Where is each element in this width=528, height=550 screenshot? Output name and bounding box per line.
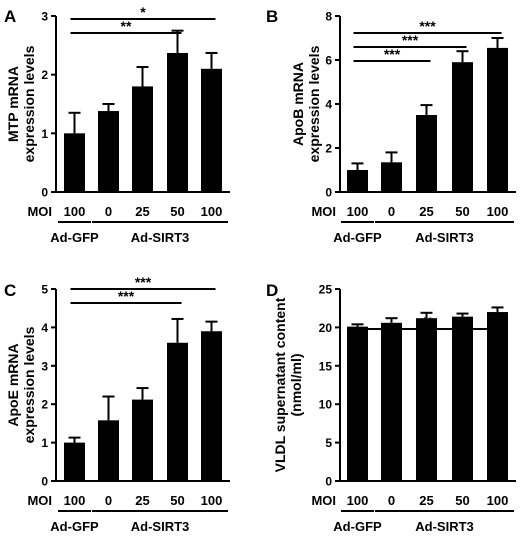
bar (98, 111, 119, 192)
group-label: Ad-GFP (333, 519, 382, 534)
significance-stars: * (140, 4, 146, 20)
y-tick-label: 1 (41, 127, 48, 141)
bar (487, 47, 508, 193)
y-tick-label: 0 (41, 475, 48, 489)
x-tick-label: 100 (347, 204, 369, 219)
y-tick-label: 0 (325, 186, 332, 200)
y-tick-label: 2 (325, 142, 332, 156)
y-tick-label: 0 (325, 475, 332, 489)
bar (487, 312, 508, 481)
y-tick-label: 20 (319, 321, 333, 335)
x-tick-label: 0 (388, 493, 395, 508)
x-tick-label: 50 (455, 493, 469, 508)
y-tick-label: 3 (41, 10, 48, 24)
bar (167, 342, 188, 481)
bar (201, 68, 222, 192)
panel-d: D 0 5 10 15 20 25 VLDL supernatant content (nmo… (266, 281, 516, 534)
panel-letter-b: B (266, 7, 278, 26)
x-tick-label: 100 (487, 493, 509, 508)
y-tick-label: 6 (325, 54, 332, 68)
x-tick-label: 0 (105, 204, 112, 219)
y-tick-label: 2 (41, 68, 48, 82)
moi-label: MOI (27, 493, 52, 508)
bar (416, 115, 437, 192)
panel-letter-c: C (4, 281, 16, 300)
y-axis-title: ApoE mRNA (5, 343, 21, 426)
significance-stars: *** (402, 32, 419, 48)
group-label: Ad-SIRT3 (415, 519, 474, 534)
group-label: Ad-GFP (50, 519, 99, 534)
bar (452, 316, 473, 481)
x-tick-label: 100 (487, 204, 509, 219)
x-tick-label: 100 (347, 493, 369, 508)
significance-stars: *** (135, 274, 152, 290)
x-tick-label: 50 (455, 204, 469, 219)
bar (64, 133, 85, 192)
bar (452, 62, 473, 193)
significance-stars: ** (121, 18, 132, 34)
y-tick-label: 25 (319, 283, 333, 297)
y-tick-label: 2 (41, 398, 48, 412)
x-tick-label: 25 (135, 493, 149, 508)
y-axis-title: expression levels (21, 326, 37, 443)
panel-c: C 0 1 2 3 4 5 ApoE mRNA expression levels ******… (4, 274, 230, 534)
panel-letter-a: A (4, 7, 16, 26)
group-label: Ad-SIRT3 (131, 230, 190, 245)
significance-stars: ** (422, 314, 433, 330)
y-tick-label: 10 (319, 398, 333, 412)
significance-stars: *** (419, 18, 436, 34)
y-tick-label: 5 (325, 436, 332, 450)
y-tick-label: 3 (41, 359, 48, 373)
x-tick-label: 100 (64, 493, 86, 508)
bar (132, 86, 153, 192)
y-tick-label: 8 (325, 10, 332, 24)
bar (201, 331, 222, 481)
y-axis-title: VLDL supernatant content (272, 297, 288, 472)
y-axis-title: expression levels (306, 45, 322, 162)
x-tick-label: 100 (201, 204, 223, 219)
y-axis-title: ApoB mRNA (290, 62, 306, 146)
moi-label: MOI (311, 204, 336, 219)
x-tick-label: 0 (388, 204, 395, 219)
y-tick-label: 4 (325, 98, 332, 112)
x-tick-label: 50 (170, 493, 184, 508)
y-tick-label: 4 (41, 321, 48, 335)
significance-stars: *** (384, 46, 401, 62)
bar (381, 322, 402, 481)
x-tick-label: 25 (419, 204, 433, 219)
bar (347, 170, 368, 192)
x-tick-label: 50 (170, 204, 184, 219)
group-label: Ad-GFP (333, 230, 382, 245)
bar (132, 399, 153, 481)
x-tick-label: 100 (64, 204, 86, 219)
x-tick-label: 100 (201, 493, 223, 508)
y-tick-label: 1 (41, 436, 48, 450)
x-tick-label: 25 (135, 204, 149, 219)
x-tick-label: 0 (105, 493, 112, 508)
moi-label: MOI (311, 493, 336, 508)
y-tick-label: 0 (41, 186, 48, 200)
y-axis-title: expression levels (21, 45, 37, 162)
group-label: Ad-GFP (50, 230, 99, 245)
y-tick-label: 15 (319, 359, 333, 373)
bar (98, 420, 119, 481)
x-tick-label: 25 (419, 493, 433, 508)
bar (381, 162, 402, 192)
bar (167, 52, 188, 193)
bar (347, 326, 368, 481)
group-label: Ad-SIRT3 (415, 230, 474, 245)
y-tick-label: 5 (41, 283, 48, 297)
panel-letter-d: D (266, 281, 278, 300)
significance-stars: *** (118, 288, 135, 304)
bar (64, 442, 85, 481)
y-axis-title: MTP mRNA (5, 66, 21, 142)
y-axis-title: (nmol/ml) (288, 354, 304, 417)
bar (416, 318, 437, 481)
group-label: Ad-SIRT3 (131, 519, 190, 534)
moi-label: MOI (27, 204, 52, 219)
